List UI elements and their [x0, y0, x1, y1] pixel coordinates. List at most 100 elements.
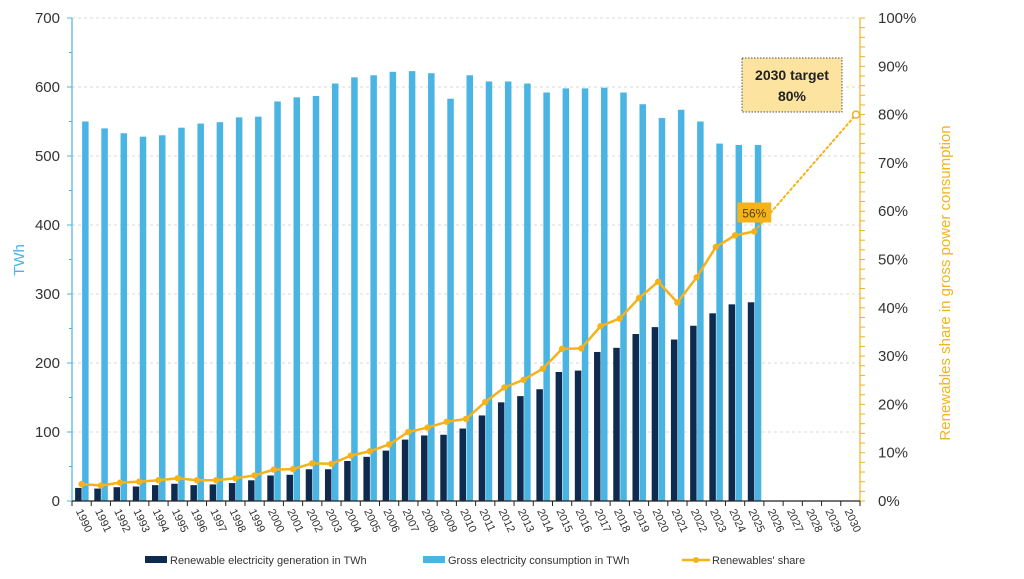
share-point	[78, 480, 85, 488]
x-tick-label: 1998	[227, 507, 248, 534]
x-axis-ticks: 1990199119921993199419951996199719981999…	[71, 501, 863, 534]
renewable-generation-bar	[555, 371, 563, 501]
legend-item-renewable-generation: Renewable electricity generation in TWh	[145, 555, 367, 567]
x-tick-label: 1990	[73, 507, 94, 534]
gross-consumption-bar	[697, 121, 704, 501]
renewable-generation-bar	[497, 402, 505, 501]
share-point	[328, 460, 335, 468]
renewable-generation-bar	[690, 325, 697, 501]
share-point	[731, 232, 739, 239]
x-tick-label: 1992	[111, 507, 132, 534]
x-tick-label: 2007	[400, 507, 421, 534]
x-tick-label: 2004	[342, 507, 363, 534]
renewable-generation-bar	[401, 439, 409, 501]
share-point	[97, 482, 105, 489]
renewable-generation-bar	[75, 487, 82, 501]
left-axis-label: TWh	[11, 244, 28, 276]
gross-consumption-bar	[677, 109, 685, 502]
x-tick-label: 2024	[726, 507, 747, 534]
left-tick-label: 700	[35, 10, 60, 27]
x-tick-label: 1999	[246, 507, 267, 534]
left-tick-label: 500	[35, 148, 60, 165]
share-point	[155, 477, 162, 484]
x-tick-label: 2025	[746, 507, 767, 534]
share-point	[270, 466, 278, 473]
gross-consumption-bar	[485, 81, 493, 501]
renewable-generation-bar	[517, 396, 524, 501]
renewable-generation-bar	[382, 450, 390, 501]
x-tick-label: 1994	[150, 507, 171, 534]
legend-label-share: Renewables' share	[712, 555, 805, 567]
left-tick-label: 300	[35, 286, 60, 303]
target-annotation: 2030 target 80%	[741, 57, 843, 113]
share-point	[289, 465, 297, 473]
gross-consumption-bar	[524, 83, 531, 502]
gross-consumption-bar	[293, 97, 301, 501]
renewable-generation-bar	[363, 456, 370, 501]
x-tick-label: 1995	[169, 507, 190, 534]
share-point	[116, 479, 124, 486]
gross-consumption-bar	[754, 144, 762, 501]
x-tick-label: 2019	[630, 507, 651, 534]
renewable-generation-bar	[324, 469, 332, 501]
renewable-generation-bar	[574, 370, 582, 501]
legend-marker-share	[693, 557, 699, 563]
left-tick-label: 600	[35, 79, 60, 96]
right-tick-label: 30%	[878, 348, 908, 365]
legend-label-gross: Gross electricity consumption in TWh	[448, 555, 629, 567]
x-tick-label: 2026	[765, 507, 786, 534]
x-tick-label: 1997	[207, 507, 228, 534]
target-point	[851, 110, 861, 119]
last-value-label-bg	[737, 202, 772, 223]
share-point	[693, 274, 700, 281]
gross-consumption-bar	[562, 88, 570, 501]
share-point	[597, 322, 604, 330]
last-value-label: 56%	[737, 202, 772, 223]
renewable-generation-bars	[75, 302, 755, 501]
renewable-generation-bar	[747, 302, 755, 501]
renewables-share-line	[78, 110, 861, 489]
share-point	[539, 365, 547, 372]
gross-consumption-bar	[139, 136, 147, 501]
target-title: 2030 target	[755, 67, 829, 83]
share-point	[674, 299, 681, 306]
renewable-generation-bar	[613, 347, 620, 501]
share-point	[654, 278, 662, 285]
x-tick-label: 2016	[573, 507, 594, 534]
x-tick-label: 2013	[515, 507, 536, 534]
left-tick-label: 400	[35, 217, 60, 234]
gross-consumption-bars	[82, 71, 762, 502]
right-tick-label: 60%	[878, 203, 908, 220]
right-tick-label: 0%	[878, 493, 900, 510]
renewable-generation-bar	[478, 415, 486, 501]
gross-consumption-bar	[82, 121, 89, 501]
share-point	[635, 294, 643, 302]
gross-consumption-bar	[447, 98, 454, 501]
renewable-generation-bar	[651, 327, 659, 501]
right-tick-label: 70%	[878, 155, 908, 172]
x-tick-label: 2020	[649, 507, 670, 534]
share-point	[443, 418, 450, 425]
share-point	[712, 243, 720, 251]
legend-swatch-renewable	[145, 556, 167, 563]
share-point	[558, 345, 566, 353]
share-point	[385, 441, 393, 448]
gross-consumption-bar	[716, 143, 723, 501]
share-point	[212, 477, 220, 484]
renewable-generation-bar	[267, 475, 274, 501]
right-axis-ticks: 0% 10% 20% 30% 40% 50% 60% 70% 80% 90% 100%	[860, 10, 916, 510]
renewable-generation-bar	[209, 484, 217, 501]
legend-item-share: Renewables' share	[682, 555, 805, 567]
gross-consumption-bar	[197, 123, 204, 501]
renewable-generation-bar	[286, 474, 294, 501]
gross-consumption-bar	[504, 81, 512, 501]
gross-consumption-bar	[735, 144, 743, 501]
share-point	[501, 384, 508, 391]
x-tick-label: 2015	[553, 507, 574, 534]
gross-consumption-bar	[331, 83, 339, 502]
share-point	[424, 424, 431, 431]
renewable-generation-bar	[728, 304, 736, 501]
share-point	[482, 398, 489, 406]
legend-label-renewable: Renewable electricity generation in TWh	[170, 555, 367, 567]
